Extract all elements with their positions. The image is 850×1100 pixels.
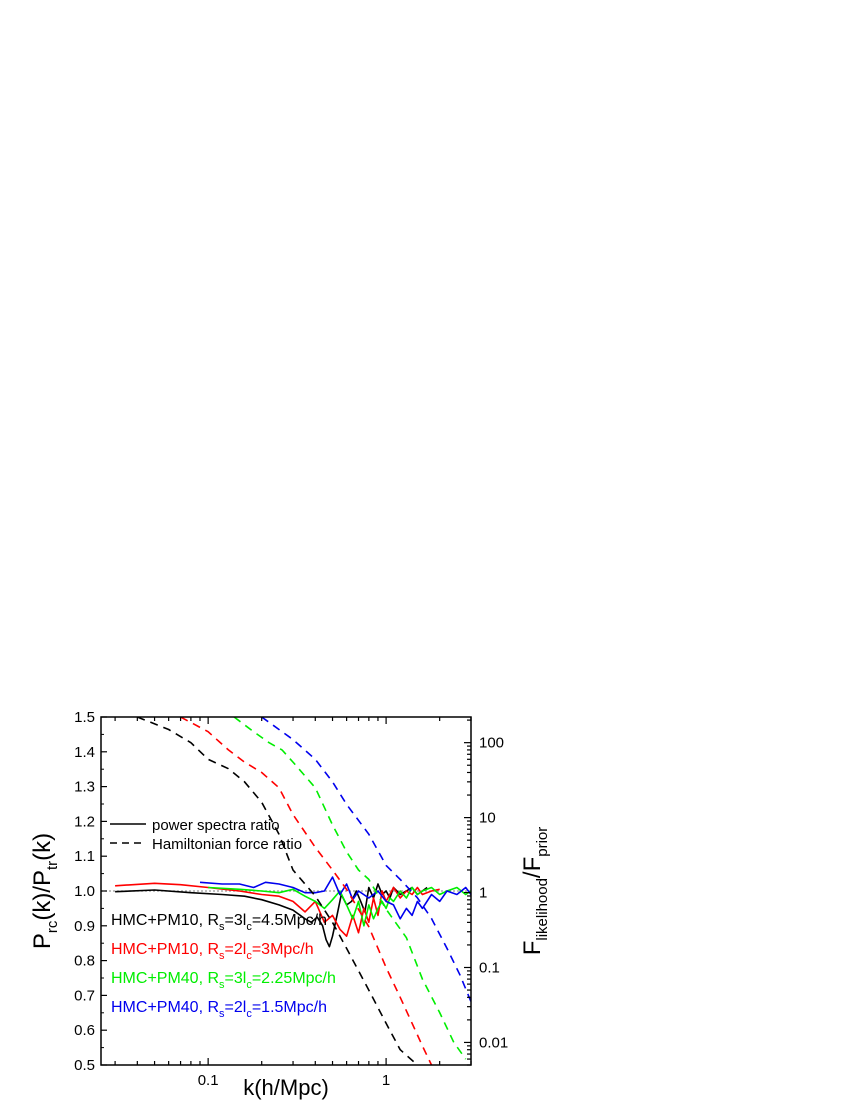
y-tick-label: 1.5 <box>74 709 95 726</box>
y2-tick-label: 0.01 <box>479 1034 508 1051</box>
line-style-legend: power spectra ratio Hamiltonian force ra… <box>110 817 302 853</box>
y-tick-label: 1.4 <box>74 744 95 761</box>
series-label-blue: HMC+PM40, Rs=2lc=1.5Mpc/h <box>111 999 327 1020</box>
y-tick-label: 1.2 <box>74 813 95 830</box>
y-tick-label: 0.7 <box>74 987 95 1004</box>
y2-tick-label: 0.1 <box>479 959 500 976</box>
series-line-1-solid-left <box>115 882 440 938</box>
x-tick-label: 0.1 <box>198 1072 219 1089</box>
series-label-red: HMC+PM10, Rs=2lc=3Mpc/h <box>111 941 314 962</box>
y-tick-label: 1.0 <box>74 883 95 900</box>
series-labels: HMC+PM10, Rs=3lc=4.5Mpc/h HMC+PM10, Rs=2… <box>111 912 336 1020</box>
y2-tick-label: 1 <box>479 885 487 902</box>
x-tick-label: 1 <box>382 1072 390 1089</box>
series-line-0-solid-left <box>115 883 428 948</box>
y-tick-label: 1.3 <box>74 779 95 796</box>
y-tick-label: 1.1 <box>74 848 95 865</box>
y2-tick-label: 100 <box>479 735 504 752</box>
y2-axis-label: Flikelihood/Fprior <box>519 827 551 956</box>
series-line-4-dashed-right <box>137 717 418 1065</box>
legend-solid-label: power spectra ratio <box>152 817 280 834</box>
series-layer <box>115 717 471 1065</box>
legend-dashed-label: Hamiltonian force ratio <box>152 836 302 853</box>
y-tick-label: 0.5 <box>74 1057 95 1074</box>
y-axis-label: Prc(k)/Ptr(k) <box>29 833 61 949</box>
y-tick-label: 0.8 <box>74 953 95 970</box>
y2-tick-label: 10 <box>479 810 496 827</box>
x-axis-label: k(h/Mpc) <box>243 1075 329 1100</box>
series-line-3-solid-left <box>199 876 471 920</box>
series-label-green: HMC+PM40, Rs=3lc=2.25Mpc/h <box>111 970 336 991</box>
series-label-black: HMC+PM10, Rs=3lc=4.5Mpc/h <box>111 912 327 933</box>
series-line-5-dashed-right <box>180 717 433 1065</box>
y-tick-label: 0.9 <box>74 918 95 935</box>
series-line-7-dashed-right <box>261 717 471 1003</box>
axes-layer: 0.5 0.6 0.7 0.8 0.9 1.0 1.1 1.2 1.3 1.4 1.5 0.1 1 0.0… <box>74 709 508 1089</box>
series-line-2-solid-left <box>208 886 471 927</box>
y-tick-label: 0.6 <box>74 1022 95 1039</box>
